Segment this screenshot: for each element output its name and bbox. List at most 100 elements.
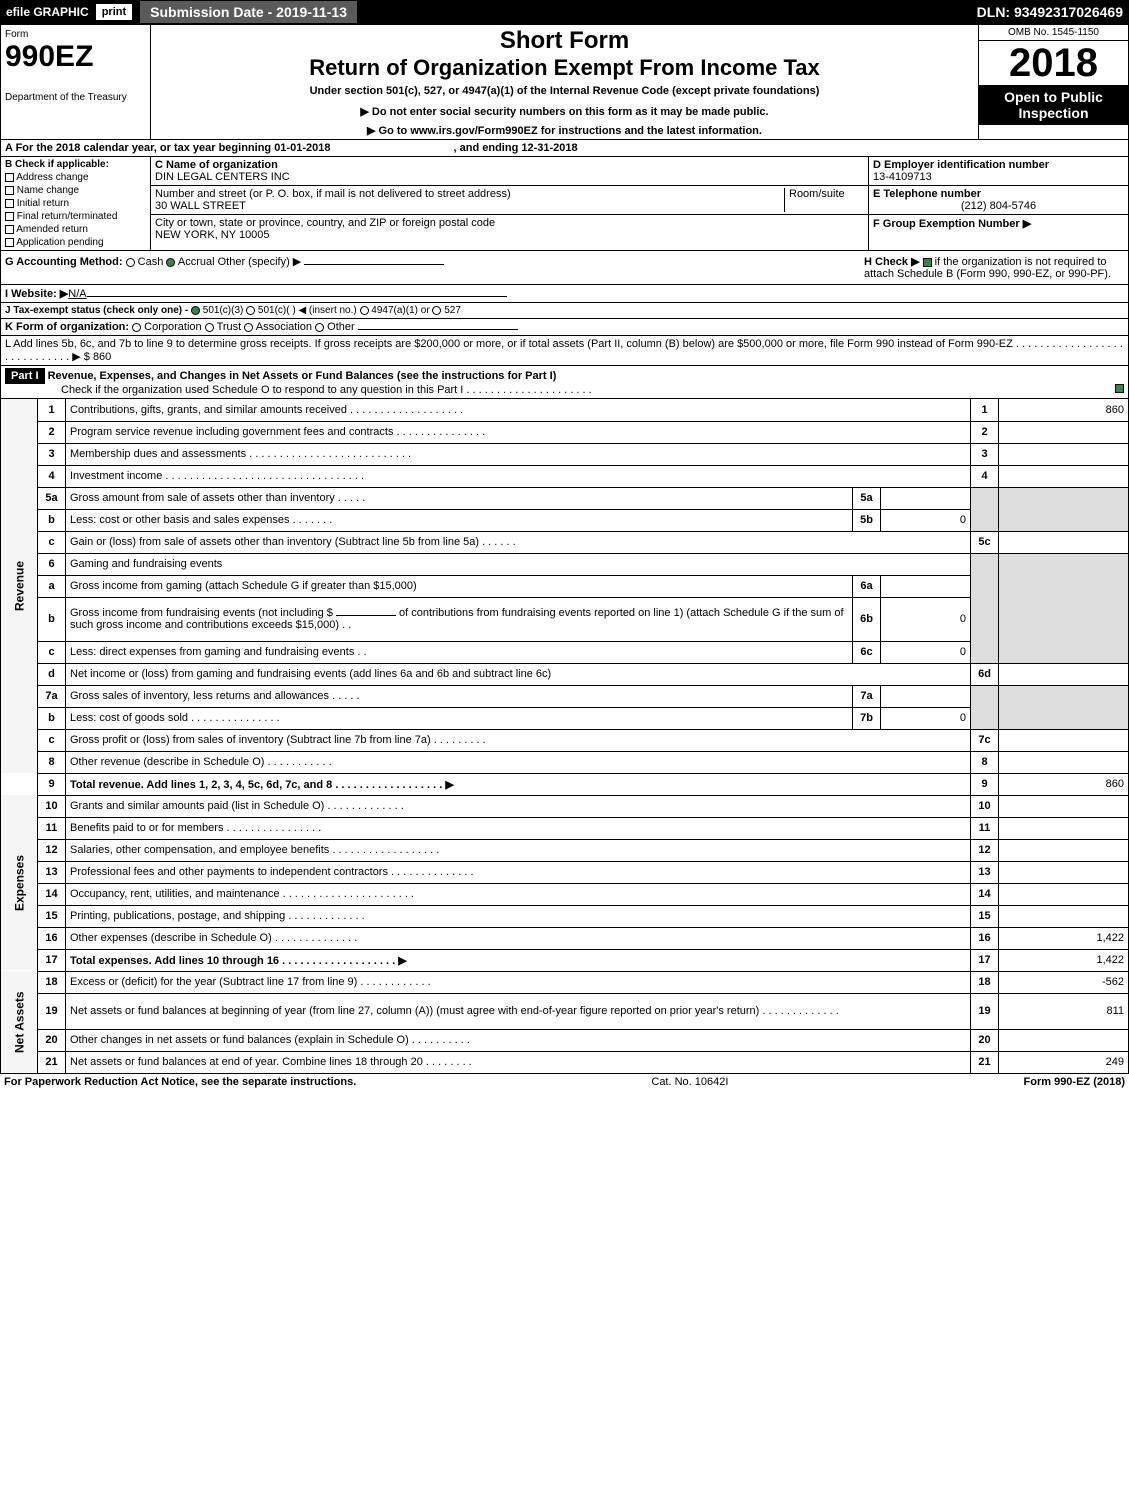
accrual-radio[interactable] [166, 258, 175, 267]
4947-radio[interactable] [360, 306, 369, 315]
val-2 [999, 421, 1129, 443]
line-9-bold: Total revenue. Add lines 1, 2, 3, 4, 5c,… [70, 779, 454, 791]
print-button[interactable]: print [95, 3, 133, 21]
l-row: L Add lines 5b, 6c, and 7b to line 9 to … [0, 336, 1129, 366]
corp-radio[interactable] [132, 323, 141, 332]
ln-16: 16 [38, 927, 66, 949]
part1-label: Part I [5, 368, 45, 384]
amended-check[interactable] [5, 225, 14, 234]
shadeval-6 [999, 553, 1129, 663]
527-radio[interactable] [432, 306, 441, 315]
numln-2: 2 [971, 421, 999, 443]
numln-18: 18 [971, 971, 999, 993]
line-5b-desc: Less: cost or other basis and sales expe… [66, 509, 853, 531]
other-radio[interactable] [315, 323, 324, 332]
other-label: Other (specify) ▶ [218, 256, 302, 268]
subln-7a: 7a [853, 685, 881, 707]
form-header: Form 990EZ Department of the Treasury Sh… [0, 24, 1129, 140]
h-check[interactable] [923, 258, 932, 267]
line-12-desc: Salaries, other compensation, and employ… [66, 839, 971, 861]
period-a: A For the 2018 calendar year, or tax yea… [5, 142, 330, 154]
main-table: Revenue 1 Contributions, gifts, grants, … [0, 399, 1129, 1074]
other-org: Other [327, 321, 355, 333]
val-11 [999, 817, 1129, 839]
line-2-desc: Program service revenue including govern… [66, 421, 971, 443]
val-18: -562 [999, 971, 1129, 993]
period-ending: , and ending 12-31-2018 [454, 142, 578, 154]
val-14 [999, 883, 1129, 905]
numln-9: 9 [971, 773, 999, 795]
val-13 [999, 861, 1129, 883]
shadeval-7 [999, 685, 1129, 729]
ln-4: 4 [38, 465, 66, 487]
meta-block: B Check if applicable: Address change Na… [0, 157, 1129, 251]
initial-return-check[interactable] [5, 199, 14, 208]
line-20-desc: Other changes in net assets or fund bala… [66, 1029, 971, 1051]
line-6-desc: Gaming and fundraising events [66, 553, 971, 575]
initial-return: Initial return [17, 198, 69, 209]
ln-1: 1 [38, 399, 66, 421]
subln-5a: 5a [853, 487, 881, 509]
subval-6b: 0 [881, 597, 971, 641]
numln-10: 10 [971, 795, 999, 817]
numln-17: 17 [971, 949, 999, 971]
org-name: DIN LEGAL CENTERS INC [155, 171, 290, 183]
line-7a-desc: Gross sales of inventory, less returns a… [66, 685, 853, 707]
numln-16: 16 [971, 927, 999, 949]
ln-2: 2 [38, 421, 66, 443]
website-row: I Website: ▶N/A [0, 285, 1129, 303]
shade-5 [971, 487, 999, 531]
cash-label: Cash [138, 256, 164, 268]
line-8-desc: Other revenue (describe in Schedule O) .… [66, 751, 971, 773]
street-label: Number and street (or P. O. box, if mail… [155, 188, 511, 200]
schedule-o-check[interactable] [1115, 384, 1124, 393]
e-label: E Telephone number [873, 188, 981, 200]
footer-mid: Cat. No. 10642I [356, 1076, 1023, 1088]
dept-treasury: Department of the Treasury [5, 92, 146, 103]
room-suite: Room/suite [784, 188, 864, 212]
ln-20: 20 [38, 1029, 66, 1051]
i-label: I Website: ▶ [5, 288, 68, 300]
under-section: Under section 501(c), 527, or 4947(a)(1)… [157, 85, 972, 97]
ln-21: 21 [38, 1051, 66, 1073]
numln-1: 1 [971, 399, 999, 421]
l-val: 860 [93, 351, 111, 363]
line-17-bold: Total expenses. Add lines 10 through 16 … [70, 955, 407, 967]
k-label: K Form of organization: [5, 321, 129, 333]
501c-radio[interactable] [246, 306, 255, 315]
pending-check[interactable] [5, 238, 14, 247]
subval-7a [881, 685, 971, 707]
form-number: 990EZ [5, 40, 146, 74]
subval-7b: 0 [881, 707, 971, 729]
final-return-check[interactable] [5, 212, 14, 221]
subln-6b: 6b [853, 597, 881, 641]
revenue-side: Revenue [1, 399, 38, 773]
501c3-radio[interactable] [191, 306, 200, 315]
ln-11: 11 [38, 817, 66, 839]
d-label: D Employer identification number [873, 159, 1049, 171]
accrual-label: Accrual [178, 256, 215, 268]
numln-4: 4 [971, 465, 999, 487]
trust-radio[interactable] [205, 323, 214, 332]
line-6c-desc: Less: direct expenses from gaming and fu… [66, 641, 853, 663]
do-not-note: ▶ Do not enter social security numbers o… [157, 105, 972, 118]
goto-link[interactable]: ▶ Go to www.irs.gov/Form990EZ for instru… [157, 124, 972, 137]
footer-right: Form 990-EZ (2018) [1024, 1076, 1125, 1088]
numln-15: 15 [971, 905, 999, 927]
line-9-desc: Total revenue. Add lines 1, 2, 3, 4, 5c,… [66, 773, 971, 795]
address-change-check[interactable] [5, 173, 14, 182]
line-18-desc: Excess or (deficit) for the year (Subtra… [66, 971, 971, 993]
cash-radio[interactable] [126, 258, 135, 267]
numln-13: 13 [971, 861, 999, 883]
ln-9: 9 [38, 773, 66, 795]
name-change-check[interactable] [5, 186, 14, 195]
amended: Amended return [16, 224, 88, 235]
short-form-title: Short Form [157, 27, 972, 55]
footer: For Paperwork Reduction Act Notice, see … [0, 1074, 1129, 1090]
line-15-desc: Printing, publications, postage, and shi… [66, 905, 971, 927]
numln-6d: 6d [971, 663, 999, 685]
assoc-radio[interactable] [244, 323, 253, 332]
subln-6a: 6a [853, 575, 881, 597]
ein: 13-4109713 [873, 171, 932, 183]
shade-7 [971, 685, 999, 729]
